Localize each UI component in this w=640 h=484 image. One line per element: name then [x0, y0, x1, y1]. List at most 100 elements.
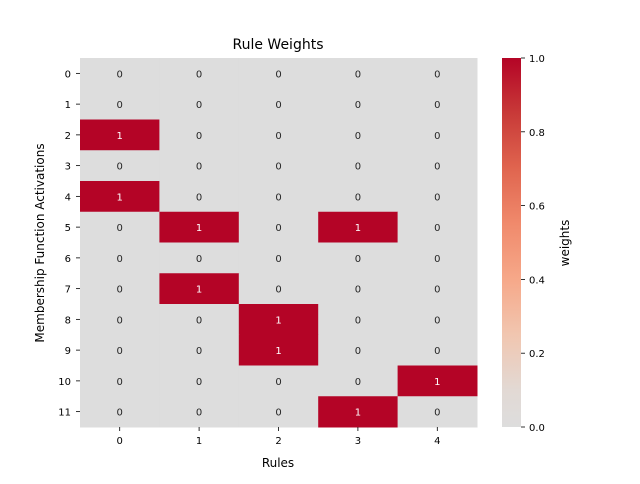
cell-value-label: 1 [275, 315, 281, 326]
cell-value-label: 0 [275, 131, 281, 142]
cell-value-label: 0 [117, 223, 123, 234]
heatmap-cell [238, 211, 319, 243]
colorbar-tick-label: 0.0 [529, 423, 545, 434]
cell-value-label: 0 [196, 100, 202, 111]
heatmap-cell [159, 119, 240, 151]
heatmap-cell [238, 365, 319, 397]
cell-value-label: 0 [355, 285, 361, 296]
cell-value-label: 0 [275, 223, 281, 234]
cell-value-label: 1 [117, 131, 123, 142]
heatmap-cell [80, 365, 160, 397]
x-tick-label: 0 [117, 436, 123, 447]
cell-value-label: 0 [196, 254, 202, 265]
heatmap-cell [318, 88, 399, 120]
cell-value-label: 0 [196, 315, 202, 326]
cell-value-label: 0 [355, 254, 361, 265]
cell-value-label: 0 [196, 192, 202, 203]
heatmap-cells: 0 0 0 0 0 0 0 0 0 0 1 0 0 0 0 0 0 0 0 0 1 0 0 0 0 0 1 0 1 0 0 0 0 0 0 0 1 0 0 0… [80, 58, 478, 428]
heatmap-cell [159, 273, 240, 305]
cell-value-label: 0 [355, 69, 361, 80]
x-axis-label: Rules [262, 456, 294, 470]
heatmap-cell [397, 396, 478, 428]
y-tick-label: 11 [58, 408, 71, 419]
x-tick-label: 2 [275, 436, 281, 447]
heatmap-cell [318, 365, 399, 397]
x-tick-label: 4 [434, 436, 440, 447]
cell-value-label: 0 [196, 346, 202, 357]
heatmap-cell [397, 88, 478, 120]
heatmap-cell [397, 304, 478, 336]
y-tick-label: 2 [65, 131, 71, 142]
heatmap-cell [318, 58, 399, 90]
heatmap-cell [238, 304, 319, 336]
heatmap-cell [159, 334, 240, 366]
cell-value-label: 1 [117, 192, 123, 203]
heatmap-cell [318, 242, 399, 274]
cell-value-label: 0 [196, 377, 202, 388]
heatmap-cell [397, 273, 478, 305]
heatmap-cell [397, 181, 478, 213]
cell-value-label: 0 [117, 254, 123, 265]
x-axis: 0 1 2 3 4 [117, 427, 440, 447]
cell-value-label: 0 [275, 192, 281, 203]
heatmap-cell [80, 211, 160, 243]
cell-value-label: 0 [355, 377, 361, 388]
cell-value-label: 1 [434, 377, 440, 388]
heatmap-cell [159, 150, 240, 182]
cell-value-label: 0 [117, 315, 123, 326]
heatmap-cell [238, 273, 319, 305]
cell-value-label: 0 [196, 69, 202, 80]
cell-value-label: 0 [275, 254, 281, 265]
heatmap-cell [397, 242, 478, 274]
heatmap-cell [238, 334, 319, 366]
heatmap-cell [397, 119, 478, 151]
heatmap-cell [80, 58, 160, 90]
cell-value-label: 0 [434, 131, 440, 142]
cell-value-label: 0 [434, 254, 440, 265]
cell-value-label: 0 [434, 315, 440, 326]
y-tick-label: 1 [65, 100, 71, 111]
cell-value-label: 0 [117, 346, 123, 357]
colorbar-ticks: 0.0 0.2 0.4 0.6 0.8 1.0 [521, 54, 545, 434]
x-tick-label: 3 [355, 436, 361, 447]
cell-value-label: 0 [355, 131, 361, 142]
heatmap-cell [238, 396, 319, 428]
heatmap-cell [318, 396, 399, 428]
y-tick-label: 7 [65, 285, 71, 296]
heatmap-cell [80, 181, 160, 213]
cell-value-label: 1 [355, 223, 361, 234]
heatmap-cell [397, 58, 478, 90]
cell-value-label: 0 [275, 69, 281, 80]
heatmap-cell [80, 242, 160, 274]
cell-value-label: 0 [434, 285, 440, 296]
y-tick-label: 5 [65, 223, 71, 234]
cell-value-label: 0 [355, 315, 361, 326]
cell-value-label: 1 [196, 285, 202, 296]
cell-value-label: 1 [196, 223, 202, 234]
colorbar-tick-label: 1.0 [529, 54, 545, 65]
cell-value-label: 0 [117, 162, 123, 173]
colorbar-label: weights [558, 220, 572, 267]
cell-value-label: 0 [434, 346, 440, 357]
heatmap-cell [318, 181, 399, 213]
heatmap-cell [159, 365, 240, 397]
colorbar-tick-label: 0.8 [529, 128, 545, 139]
cell-value-label: 0 [355, 192, 361, 203]
heatmap-cell [80, 150, 160, 182]
y-axis: 0 1 2 3 4 5 6 7 8 9 10 11 [58, 69, 80, 419]
heatmap-cell [318, 273, 399, 305]
colorbar-tick-label: 0.6 [529, 202, 545, 213]
cell-value-label: 0 [275, 100, 281, 111]
heatmap-cell [238, 88, 319, 120]
cell-value-label: 0 [117, 285, 123, 296]
cell-value-label: 0 [117, 100, 123, 111]
heatmap-cell [238, 181, 319, 213]
heatmap-cell [318, 334, 399, 366]
y-tick-label: 9 [65, 346, 71, 357]
heatmap-cell [80, 119, 160, 151]
cell-value-label: 0 [117, 377, 123, 388]
cell-value-label: 0 [434, 69, 440, 80]
heatmap-cell [80, 88, 160, 120]
